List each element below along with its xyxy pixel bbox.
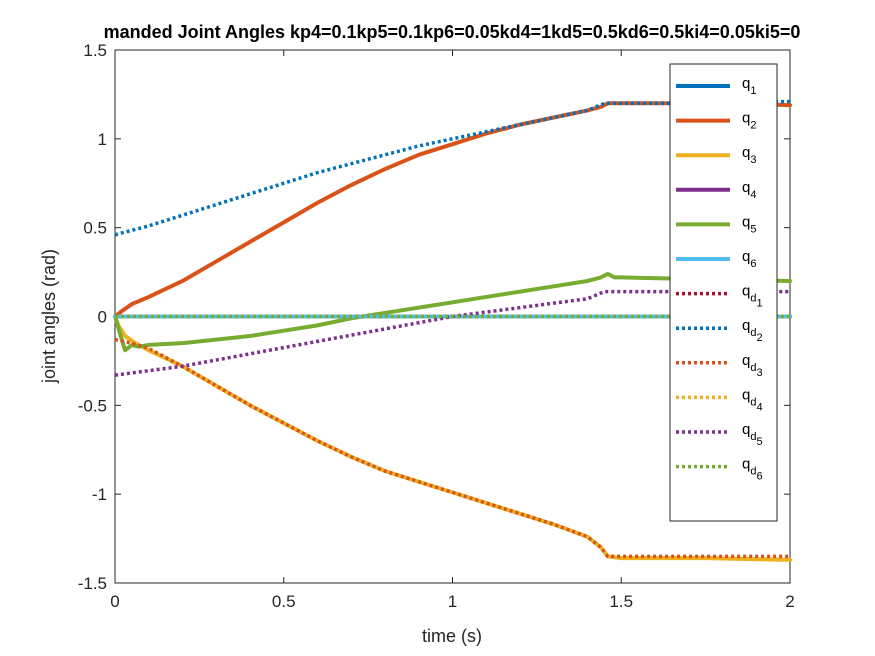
legend-label: qd3	[742, 352, 763, 379]
legend-label-sub: 6	[750, 258, 756, 270]
legend-label: qd2	[742, 317, 763, 344]
series-line-9	[114, 337, 790, 559]
legend-label: qd4	[742, 386, 763, 413]
legend-label-sub: d	[750, 396, 756, 408]
legend-label-main: q	[742, 352, 750, 369]
y-tick-label: -1	[92, 485, 107, 504]
legend-label-sub: 2	[750, 120, 756, 132]
y-tick-label: -1.5	[78, 574, 107, 593]
legend-label-sub: 4	[750, 189, 756, 201]
legend-label-main: q	[742, 213, 750, 230]
legend-label-sub: 5	[750, 223, 756, 235]
legend-label: q5	[742, 213, 756, 235]
legend-label-subsub: 4	[756, 401, 762, 413]
y-tick-label: -0.5	[78, 396, 107, 415]
legend-label-main: q	[742, 317, 750, 334]
y-tick-labels: -1.5 -1 -0.5 0 0.5 1 1.5	[78, 41, 107, 593]
legend-label-subsub: 5	[756, 436, 762, 448]
legend-box	[669, 63, 778, 522]
legend-label-main: q	[742, 144, 750, 161]
legend-label-subsub: 2	[756, 332, 762, 344]
legend-label-sub: d	[750, 327, 756, 339]
legend-label-main: q	[742, 179, 750, 196]
series-line-11	[114, 289, 790, 377]
legend-label-main: q	[742, 75, 750, 92]
legend-label-main: q	[742, 248, 750, 265]
x-axis-label: time (s)	[422, 626, 482, 646]
legend-label-subsub: 1	[756, 298, 762, 310]
legend-label-subsub: 3	[756, 367, 762, 379]
legend-label-sub: 3	[750, 154, 756, 166]
legend-label: q6	[742, 248, 756, 270]
legend-label: q4	[742, 179, 756, 201]
legend-label-sub: d	[750, 362, 756, 374]
legend-label: qd6	[742, 456, 763, 483]
legend-label-main: q	[742, 456, 750, 473]
y-tick-label: 0.5	[83, 219, 107, 238]
legend-label-main: q	[742, 283, 750, 300]
y-tick-label: 0	[98, 308, 107, 327]
legend-label-sub: 1	[750, 85, 756, 97]
legend-label: qd1	[742, 283, 763, 310]
legend-label-sub: d	[750, 466, 756, 478]
legend-label: qd5	[742, 421, 763, 448]
chart-title: manded Joint Angles kp4=0.1kp5=0.1kp6=0.…	[104, 22, 801, 42]
legend-label: q2	[742, 110, 756, 132]
x-tick-label: 0.5	[272, 592, 296, 611]
legend-label-subsub: 6	[756, 471, 762, 483]
series-line-2	[113, 101, 792, 319]
legend-label-sub: d	[750, 431, 756, 443]
legend-label-main: q	[742, 386, 750, 403]
x-tick-labels: 0 0.5 1 1.5 2	[110, 592, 794, 611]
y-tick-label: 1.5	[83, 41, 107, 60]
x-tick-label: 0	[110, 592, 119, 611]
x-tick-label: 1.5	[609, 592, 633, 611]
y-tick-label: 1	[98, 130, 107, 149]
x-tick-label: 2	[785, 592, 794, 611]
legend-label: q3	[742, 144, 756, 166]
legend-label-main: q	[742, 421, 750, 438]
y-axis-label: joint angles (rad)	[39, 249, 59, 384]
legend-label-sub: d	[750, 293, 756, 305]
x-tick-label: 1	[448, 592, 457, 611]
legend-label-main: q	[742, 110, 750, 127]
legend-label: q1	[742, 75, 756, 97]
